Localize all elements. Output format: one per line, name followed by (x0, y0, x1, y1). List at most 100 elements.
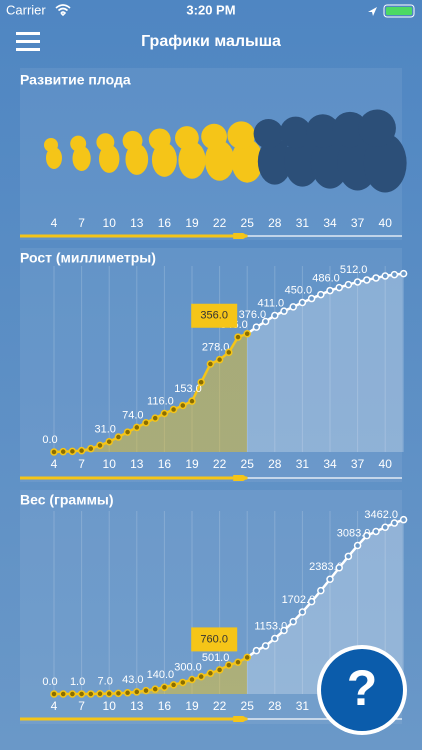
x-tick-label: 31 (296, 457, 310, 471)
data-point (206, 669, 215, 678)
embryo-body (46, 147, 62, 169)
data-point (353, 541, 362, 550)
location-icon (368, 7, 377, 16)
timeline-knob (233, 233, 249, 239)
data-point (59, 447, 67, 456)
x-tick-label: 13 (130, 457, 144, 471)
value-label: 3462.0 (364, 509, 398, 521)
section-title: Рост (миллиметры) (20, 250, 156, 266)
data-point (179, 401, 187, 410)
data-point (363, 276, 371, 284)
week-label: 7 (78, 216, 85, 230)
week-label: 28 (268, 216, 282, 230)
x-tick-label: 25 (241, 699, 255, 713)
data-point (123, 689, 132, 697)
data-point (215, 666, 224, 674)
data-point (280, 307, 288, 315)
menu-line (16, 40, 40, 43)
embryo-head (44, 138, 58, 152)
data-point (261, 642, 270, 650)
area (54, 273, 404, 452)
data-point (298, 298, 307, 307)
x-tick-label: 10 (103, 457, 117, 471)
value-label: 512.0 (340, 264, 368, 276)
menu-line (16, 32, 40, 35)
data-point (133, 423, 141, 432)
data-point (390, 270, 399, 279)
embryo-icon (70, 135, 91, 171)
value-label: 1702.0 (282, 594, 316, 606)
data-point (372, 274, 380, 282)
data-point (289, 617, 297, 626)
data-point (344, 552, 353, 561)
data-point (96, 690, 104, 698)
embryo-head (358, 109, 396, 147)
data-point (372, 527, 380, 536)
battery-level (386, 7, 412, 15)
embryo-head (148, 128, 171, 151)
help-circle (321, 649, 403, 731)
data-point (123, 428, 132, 436)
data-point (225, 348, 233, 357)
embryo-body (231, 139, 264, 183)
embryo-icon (201, 123, 235, 181)
tooltip (191, 627, 238, 652)
week-label: 19 (185, 216, 199, 230)
x-tick-label: 4 (51, 457, 58, 471)
data-point (225, 661, 233, 669)
data-point (142, 686, 150, 695)
week-label: 13 (130, 216, 144, 230)
menu-button[interactable] (16, 32, 40, 51)
embryo-head (227, 121, 256, 150)
timeline-knob (233, 716, 249, 722)
data-point (317, 586, 325, 595)
data-point (133, 688, 141, 696)
section-title: Развитие плода (20, 72, 131, 88)
x-tick-label: 28 (268, 457, 282, 471)
data-point (271, 634, 279, 643)
value-label: 153.0 (174, 383, 202, 395)
embryo-icon (175, 126, 206, 179)
data-point (169, 405, 178, 414)
x-tick-label: 10 (103, 699, 117, 713)
data-point (261, 317, 270, 326)
data-point (114, 689, 123, 698)
embryo-body (257, 138, 292, 185)
x-tick-label: 16 (158, 457, 172, 471)
x-tick-label: 31 (296, 699, 310, 713)
data-point (252, 323, 261, 331)
data-point (363, 531, 371, 540)
embryo-head (70, 135, 87, 152)
data-point (353, 278, 362, 286)
x-tick-label: 13 (130, 699, 144, 713)
tooltip (191, 303, 238, 328)
embryo-head (96, 133, 115, 152)
value-label: 31.0 (94, 424, 115, 436)
data-point (271, 311, 279, 320)
x-tick-label: 22 (213, 457, 227, 471)
data-point (215, 355, 224, 364)
tooltip-label: 356.0 (200, 310, 228, 322)
battery (383, 4, 415, 18)
data-point (188, 397, 196, 405)
embryo-icon (148, 128, 177, 177)
data-point (151, 685, 159, 693)
week-label: 10 (103, 216, 117, 230)
data-point (326, 575, 334, 583)
data-point (335, 283, 343, 292)
help-label: ? (347, 660, 378, 716)
week-label: 40 (379, 216, 393, 230)
help-button[interactable]: ? (317, 645, 407, 735)
tooltip-label: 760.0 (200, 633, 228, 645)
value-label: 0.0 (42, 434, 57, 446)
data-point (206, 360, 215, 368)
timeline-knob (233, 475, 249, 481)
data-point (179, 678, 187, 687)
data-point (344, 280, 353, 289)
data-point (399, 269, 408, 278)
section-title: Вес (граммы) (20, 492, 114, 508)
area (54, 519, 404, 694)
data-point (381, 523, 389, 532)
data-point (243, 653, 251, 662)
